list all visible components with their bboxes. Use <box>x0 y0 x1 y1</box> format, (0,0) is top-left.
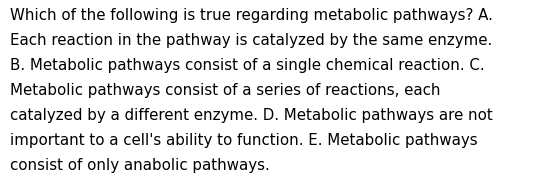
Text: catalyzed by a different enzyme. D. Metabolic pathways are not: catalyzed by a different enzyme. D. Meta… <box>10 108 493 124</box>
Text: consist of only anabolic pathways.: consist of only anabolic pathways. <box>10 158 270 174</box>
Text: B. Metabolic pathways consist of a single chemical reaction. C.: B. Metabolic pathways consist of a singl… <box>10 58 485 74</box>
Text: Which of the following is true regarding metabolic pathways? A.: Which of the following is true regarding… <box>10 8 493 24</box>
Text: Metabolic pathways consist of a series of reactions, each: Metabolic pathways consist of a series o… <box>10 83 441 99</box>
Text: Each reaction in the pathway is catalyzed by the same enzyme.: Each reaction in the pathway is catalyze… <box>10 33 492 49</box>
Text: important to a cell's ability to function. E. Metabolic pathways: important to a cell's ability to functio… <box>10 133 478 149</box>
